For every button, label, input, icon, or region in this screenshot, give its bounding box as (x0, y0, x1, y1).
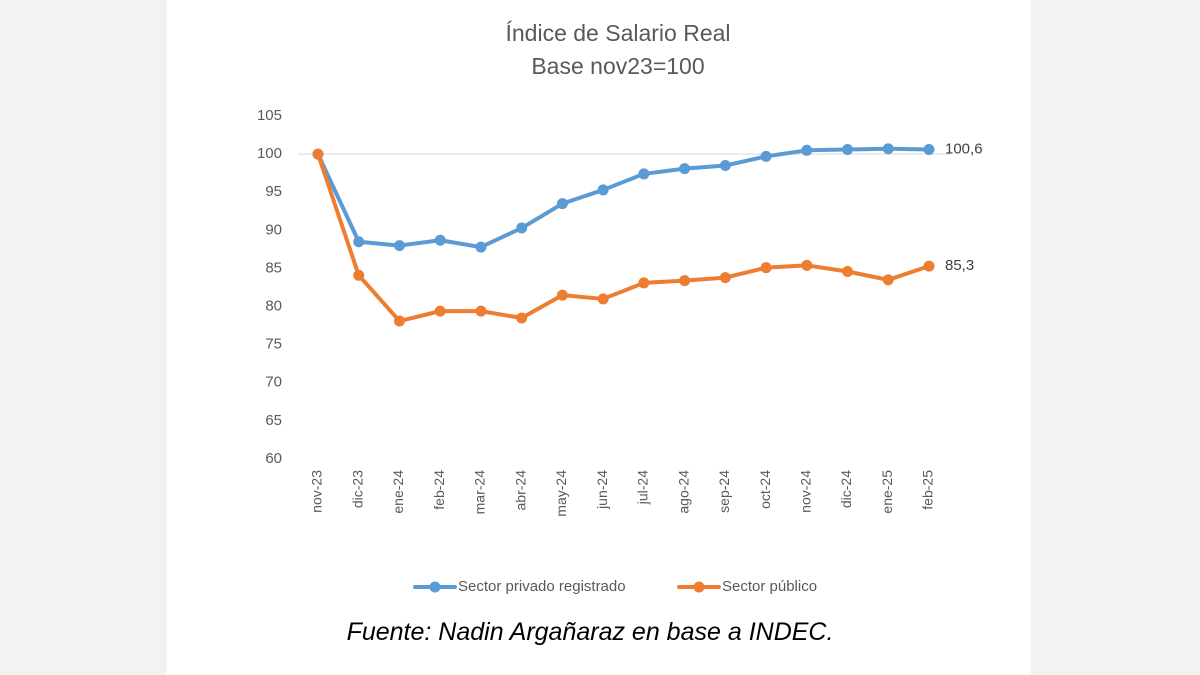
data-point (556, 289, 568, 301)
data-point (842, 265, 854, 277)
series-privado: 100,6 (312, 141, 983, 253)
series-line (316, 152, 931, 324)
data-point (475, 305, 487, 317)
end-value-label: 100,6 (945, 141, 983, 158)
x-axis-ticks: nov-23 dic-23 ene-24 feb-24 mar-24 abr-24 may-… (309, 470, 936, 517)
chart-subtitle: Base nov23=100 (531, 53, 704, 79)
data-point (516, 222, 528, 234)
y-tick-label: 70 (265, 374, 282, 391)
data-point (679, 275, 691, 287)
legend-marker (693, 581, 705, 593)
x-tick-label: nov-23 (309, 470, 325, 513)
y-tick-label: 75 (265, 336, 282, 353)
data-point (312, 148, 324, 160)
data-point (719, 160, 731, 172)
data-point (638, 168, 650, 180)
data-point (475, 241, 487, 253)
x-tick-label: sep-24 (716, 470, 732, 513)
x-tick-label: ene-24 (390, 470, 406, 514)
x-tick-label: ene-25 (879, 470, 895, 514)
x-tick-label: feb-25 (920, 470, 936, 510)
data-point (597, 293, 609, 305)
y-tick-label: 90 (265, 221, 282, 238)
x-tick-label: may-24 (553, 470, 569, 517)
data-point (393, 315, 405, 327)
data-point (842, 144, 854, 156)
x-tick-label: feb-24 (431, 470, 447, 510)
data-point (801, 144, 813, 156)
legend-item: Sector privado registrado (413, 578, 626, 595)
source-note: Fuente: Nadin Argañaraz en base a INDEC. (347, 618, 834, 646)
y-tick-label: 100 (257, 145, 282, 162)
y-tick-label: 80 (265, 298, 282, 315)
x-tick-label: oct-24 (757, 470, 773, 509)
series-publico: 85,3 (312, 148, 974, 327)
data-point (882, 143, 894, 155)
legend-item: Sector público (677, 578, 817, 595)
y-axis-ticks: 60 65 70 75 80 85 90 95 100 105 (257, 107, 282, 467)
data-point (760, 262, 772, 274)
x-tick-label: jun-24 (594, 470, 610, 510)
data-point (516, 312, 528, 324)
data-point (434, 305, 446, 317)
y-tick-label: 105 (257, 107, 282, 124)
data-point (882, 274, 894, 286)
data-point (556, 198, 568, 210)
legend-marker (429, 581, 441, 593)
y-tick-label: 95 (265, 183, 282, 200)
y-tick-label: 65 (265, 412, 282, 429)
data-point (760, 150, 772, 162)
data-point (434, 234, 446, 246)
data-point (719, 272, 731, 284)
x-tick-label: dic-24 (838, 470, 854, 508)
data-point (353, 269, 365, 281)
legend-label: Sector público (722, 578, 817, 595)
chart-panel (167, 0, 1031, 675)
x-tick-label: mar-24 (472, 470, 488, 515)
data-point (597, 184, 609, 196)
data-point (353, 236, 365, 248)
chart-title: Índice de Salario Real (505, 20, 730, 46)
legend: Sector privado registrado Sector público (413, 578, 817, 595)
x-tick-label: ago-24 (675, 470, 691, 514)
legend-label: Sector privado registrado (458, 578, 626, 595)
data-point (923, 144, 935, 156)
y-tick-label: 85 (265, 259, 282, 276)
x-tick-label: nov-24 (798, 470, 814, 513)
x-tick-label: abr-24 (512, 470, 528, 511)
data-point (638, 277, 650, 289)
series-line (316, 146, 931, 250)
y-tick-label: 60 (265, 450, 282, 467)
data-point (679, 163, 691, 175)
x-tick-label: dic-23 (349, 470, 365, 508)
data-point (923, 260, 935, 272)
x-tick-label: jul-24 (635, 470, 651, 505)
data-point (393, 240, 405, 252)
series-lines: 100,6 85,3 (312, 141, 983, 327)
end-value-label: 85,3 (945, 257, 974, 274)
data-point (801, 259, 813, 271)
